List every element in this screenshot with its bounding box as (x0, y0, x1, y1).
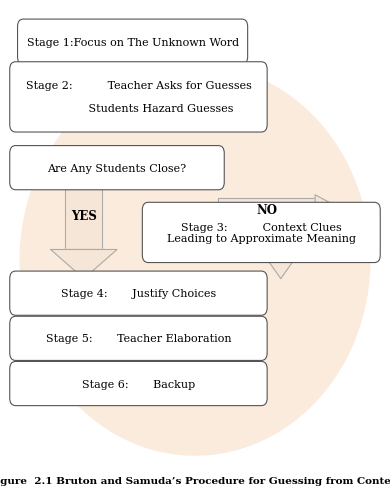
Ellipse shape (20, 65, 370, 456)
Text: Stage 6:       Backup: Stage 6: Backup (82, 379, 195, 389)
Text: Stage 3:          Context Clues
Leading to Approximate Meaning: Stage 3: Context Clues Leading to Approx… (167, 222, 356, 244)
Text: Stage 2:          Teacher Asks for Guesses

             Students Hazard Guesses: Stage 2: Teacher Asks for Guesses Studen… (25, 81, 252, 114)
Text: Figure  2.1 Bruton and Samuda’s Procedure for Guessing from Context: Figure 2.1 Bruton and Samuda’s Procedure… (0, 476, 390, 485)
FancyBboxPatch shape (10, 63, 267, 133)
Polygon shape (261, 252, 300, 279)
Polygon shape (51, 250, 117, 279)
FancyBboxPatch shape (10, 362, 267, 406)
Text: Stage 5:       Teacher Elaboration: Stage 5: Teacher Elaboration (46, 334, 231, 344)
Bar (268, 252, 293, 256)
FancyBboxPatch shape (10, 317, 267, 361)
Text: Are Any Students Close?: Are Any Students Close? (48, 163, 186, 173)
Text: Stage 4:       Justify Choices: Stage 4: Justify Choices (61, 289, 216, 299)
Text: YES: YES (71, 210, 97, 223)
Text: Stage 1:Focus on The Unknown Word: Stage 1:Focus on The Unknown Word (27, 38, 239, 48)
FancyBboxPatch shape (10, 272, 267, 316)
FancyBboxPatch shape (18, 20, 248, 65)
Text: NO: NO (256, 204, 277, 217)
Polygon shape (315, 195, 343, 225)
Bar (65, 183, 102, 250)
Bar (218, 198, 315, 222)
FancyBboxPatch shape (142, 203, 380, 263)
FancyBboxPatch shape (10, 146, 224, 190)
